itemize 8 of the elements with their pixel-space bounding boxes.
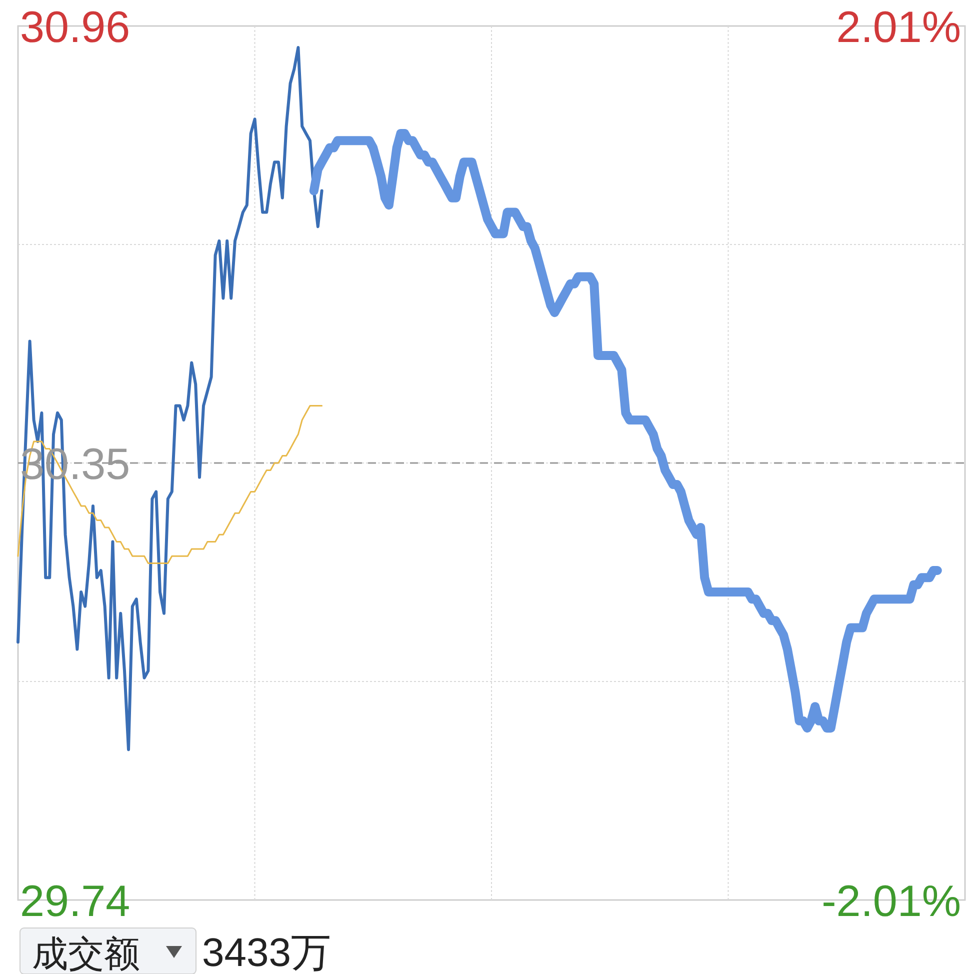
y2-tick-label: -2.01% [822, 876, 961, 926]
line-series [17, 404, 323, 564]
text: 成交额 [32, 933, 140, 974]
line-series [16, 46, 324, 752]
y-tick-label: 30.96 [20, 2, 130, 52]
y-tick-label: 29.74 [20, 876, 130, 926]
text: 3433万 [202, 931, 331, 974]
y2-tick-label: 2.01% [836, 2, 961, 52]
